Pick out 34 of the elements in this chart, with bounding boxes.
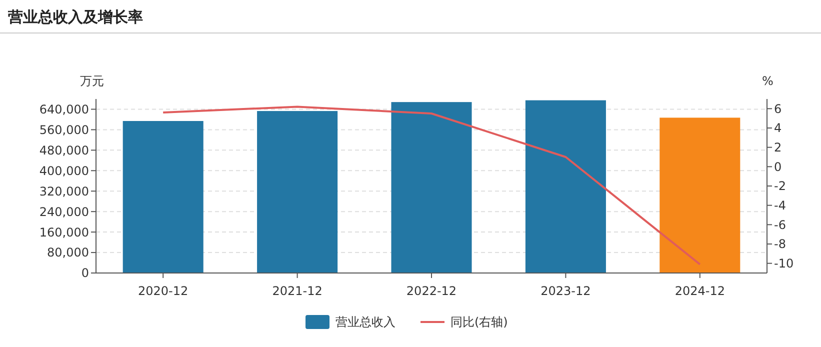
line-series <box>162 106 701 266</box>
y2-tick-label: -6 <box>774 218 786 232</box>
y-tick-label: 240,000 <box>39 204 89 219</box>
y2-tick-label: 2 <box>774 140 782 155</box>
y2-tick-label: 6 <box>774 102 782 116</box>
y-tick-label: 400,000 <box>39 164 89 178</box>
x-tick-label: 2020-12 <box>138 284 188 298</box>
y-tick-label: 560,000 <box>39 122 89 137</box>
y2-tick-label: -10 <box>774 256 794 271</box>
y2-tick-label: -8 <box>774 237 786 252</box>
y2-tick-label: 0 <box>774 160 782 174</box>
y-axis-title: 万元 <box>80 74 104 88</box>
bar <box>525 100 606 273</box>
y-tick-label: 480,000 <box>39 143 89 158</box>
y-tick-label: 80,000 <box>47 246 89 260</box>
bar <box>660 118 740 273</box>
y-tick-label: 160,000 <box>39 225 89 240</box>
legend-label: 营业总收入 <box>336 315 396 330</box>
y2-tick-label: 4 <box>774 121 782 136</box>
y-tick-label: 320,000 <box>39 184 89 198</box>
bar <box>122 121 204 273</box>
x-tick-label: 2023-12 <box>540 284 591 298</box>
y-tick-label: 0 <box>81 266 89 280</box>
x-tick-label: 2021-12 <box>272 284 322 298</box>
chart-title: 营业总收入及增长率 <box>7 8 143 26</box>
x-tick-label: 2024-12 <box>674 284 725 298</box>
y2-tick-label: -2 <box>774 179 786 194</box>
bar <box>257 111 338 273</box>
x-tick-label: 2022-12 <box>406 284 457 298</box>
bar <box>391 102 472 273</box>
legend-label: 同比(右轴) <box>450 315 508 330</box>
y-tick-label: 640,000 <box>39 102 89 116</box>
y2-tick-label: -4 <box>774 198 786 213</box>
y2-axis-title: % <box>762 74 774 88</box>
